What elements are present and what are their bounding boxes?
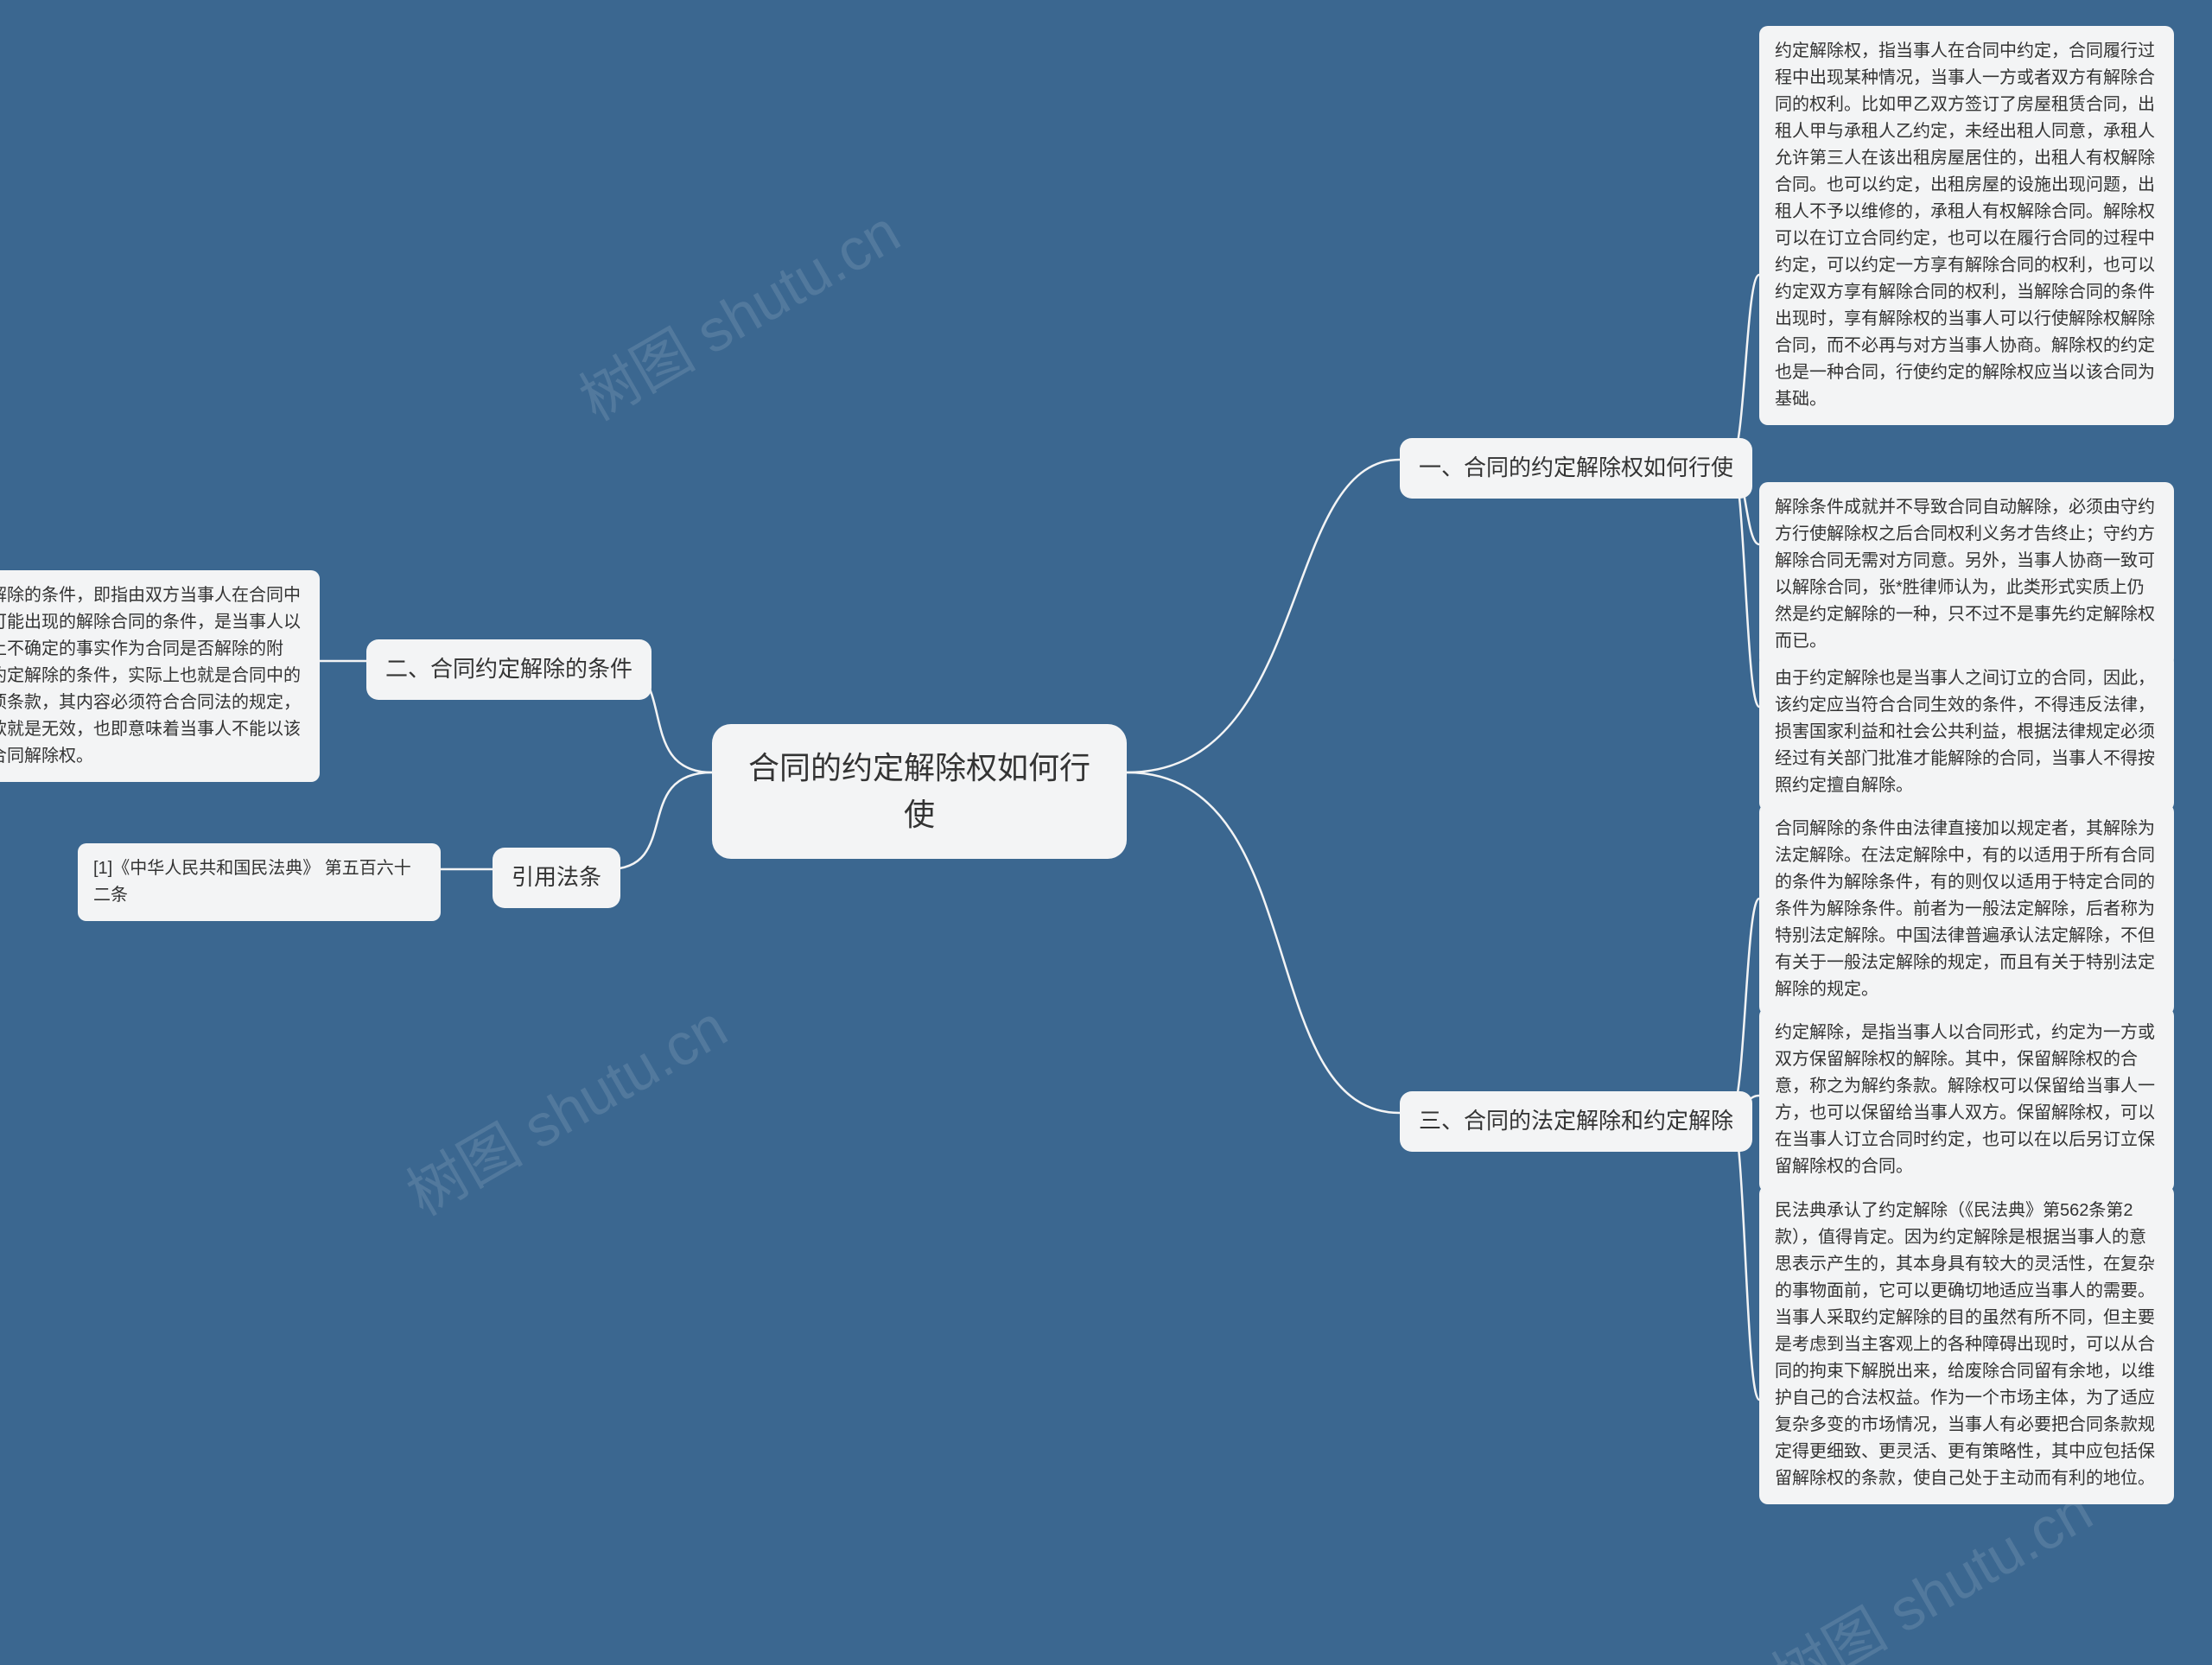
watermark: 树图 shutu.cn <box>389 980 740 1232</box>
detail-b1-3[interactable]: 由于约定解除也是当事人之间订立的合同，因此，该约定应当符合合同生效的条件，不得违… <box>1759 653 2174 811</box>
branch-1[interactable]: 一、合同的约定解除权如何行使 <box>1400 438 1752 499</box>
watermark-cn: 树图 <box>569 318 704 434</box>
watermark: 树图 shutu.cn <box>562 185 912 437</box>
center-node[interactable]: 合同的约定解除权如何行使 <box>712 724 1127 859</box>
connector <box>1127 460 1400 772</box>
detail-b3-1-text: 合同解除的条件由法律直接加以规定者，其解除为法定解除。在法定解除中，有的以适用于… <box>1775 819 2155 999</box>
watermark-en: shutu.cn <box>685 199 911 366</box>
branch-2-label: 二、合同约定解除的条件 <box>385 656 632 682</box>
branch-1-label: 一、合同的约定解除权如何行使 <box>1419 454 1733 480</box>
detail-bref-1-text: [1]《中华人民共和国民法典》 第五百六十二条 <box>93 859 411 905</box>
detail-b1-2-text: 解除条件成就并不导致合同自动解除，必须由守约方行使解除权之后合同权利义务才告终止… <box>1775 498 2155 651</box>
connector <box>1127 772 1400 1113</box>
connector <box>608 772 712 869</box>
detail-b1-1[interactable]: 约定解除权，指当事人在合同中约定，合同履行过程中出现某种情况，当事人一方或者双方… <box>1759 26 2174 425</box>
watermark-cn: 树图 <box>1762 1597 1897 1665</box>
detail-b1-1-text: 约定解除权，指当事人在合同中约定，合同履行过程中出现某种情况，当事人一方或者双方… <box>1775 41 2155 409</box>
detail-b3-3-text: 民法典承认了约定解除（《民法典》第562条第2款），值得肯定。因为约定解除是根据… <box>1775 1201 2155 1488</box>
branch-ref[interactable]: 引用法条 <box>493 848 620 908</box>
watermark-cn: 树图 <box>397 1113 531 1229</box>
watermark-en: shutu.cn <box>512 994 738 1161</box>
detail-b2-1[interactable]: 合同约定解除的条件，即指由双方当事人在合同中约定未来可能出现的解除合同的条件，是… <box>0 570 320 782</box>
detail-b3-2-text: 约定解除，是指当事人以合同形式，约定为一方或双方保留解除权的解除。其中，保留解除… <box>1775 1023 2155 1176</box>
connector <box>1731 899 1759 1113</box>
branch-ref-label: 引用法条 <box>512 864 601 890</box>
detail-b1-2[interactable]: 解除条件成就并不导致合同自动解除，必须由守约方行使解除权之后合同权利义务才告终止… <box>1759 482 2174 667</box>
detail-b3-2[interactable]: 约定解除，是指当事人以合同形式，约定为一方或双方保留解除权的解除。其中，保留解除… <box>1759 1007 2174 1192</box>
branch-2[interactable]: 二、合同约定解除的条件 <box>366 639 652 700</box>
detail-b1-3-text: 由于约定解除也是当事人之间订立的合同，因此，该约定应当符合合同生效的条件，不得违… <box>1775 669 2155 795</box>
detail-b3-1[interactable]: 合同解除的条件由法律直接加以规定者，其解除为法定解除。在法定解除中，有的以适用于… <box>1759 804 2174 1015</box>
branch-3[interactable]: 三、合同的法定解除和约定解除 <box>1400 1091 1752 1152</box>
center-title: 合同的约定解除权如何行使 <box>748 750 1090 832</box>
detail-bref-1[interactable]: [1]《中华人民共和国民法典》 第五百六十二条 <box>78 843 441 921</box>
detail-b2-1-text: 合同约定解除的条件，即指由双方当事人在合同中约定未来可能出现的解除合同的条件，是… <box>0 586 301 766</box>
branch-3-label: 三、合同的法定解除和约定解除 <box>1419 1108 1733 1134</box>
connector <box>1731 1113 1759 1400</box>
detail-b3-3[interactable]: 民法典承认了约定解除（《民法典》第562条第2款），值得肯定。因为约定解除是根据… <box>1759 1185 2174 1504</box>
connector <box>1731 275 1759 460</box>
